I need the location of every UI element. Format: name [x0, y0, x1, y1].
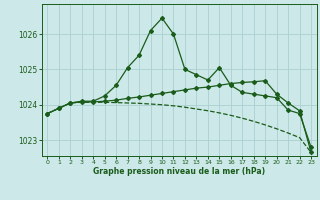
- X-axis label: Graphe pression niveau de la mer (hPa): Graphe pression niveau de la mer (hPa): [93, 167, 265, 176]
